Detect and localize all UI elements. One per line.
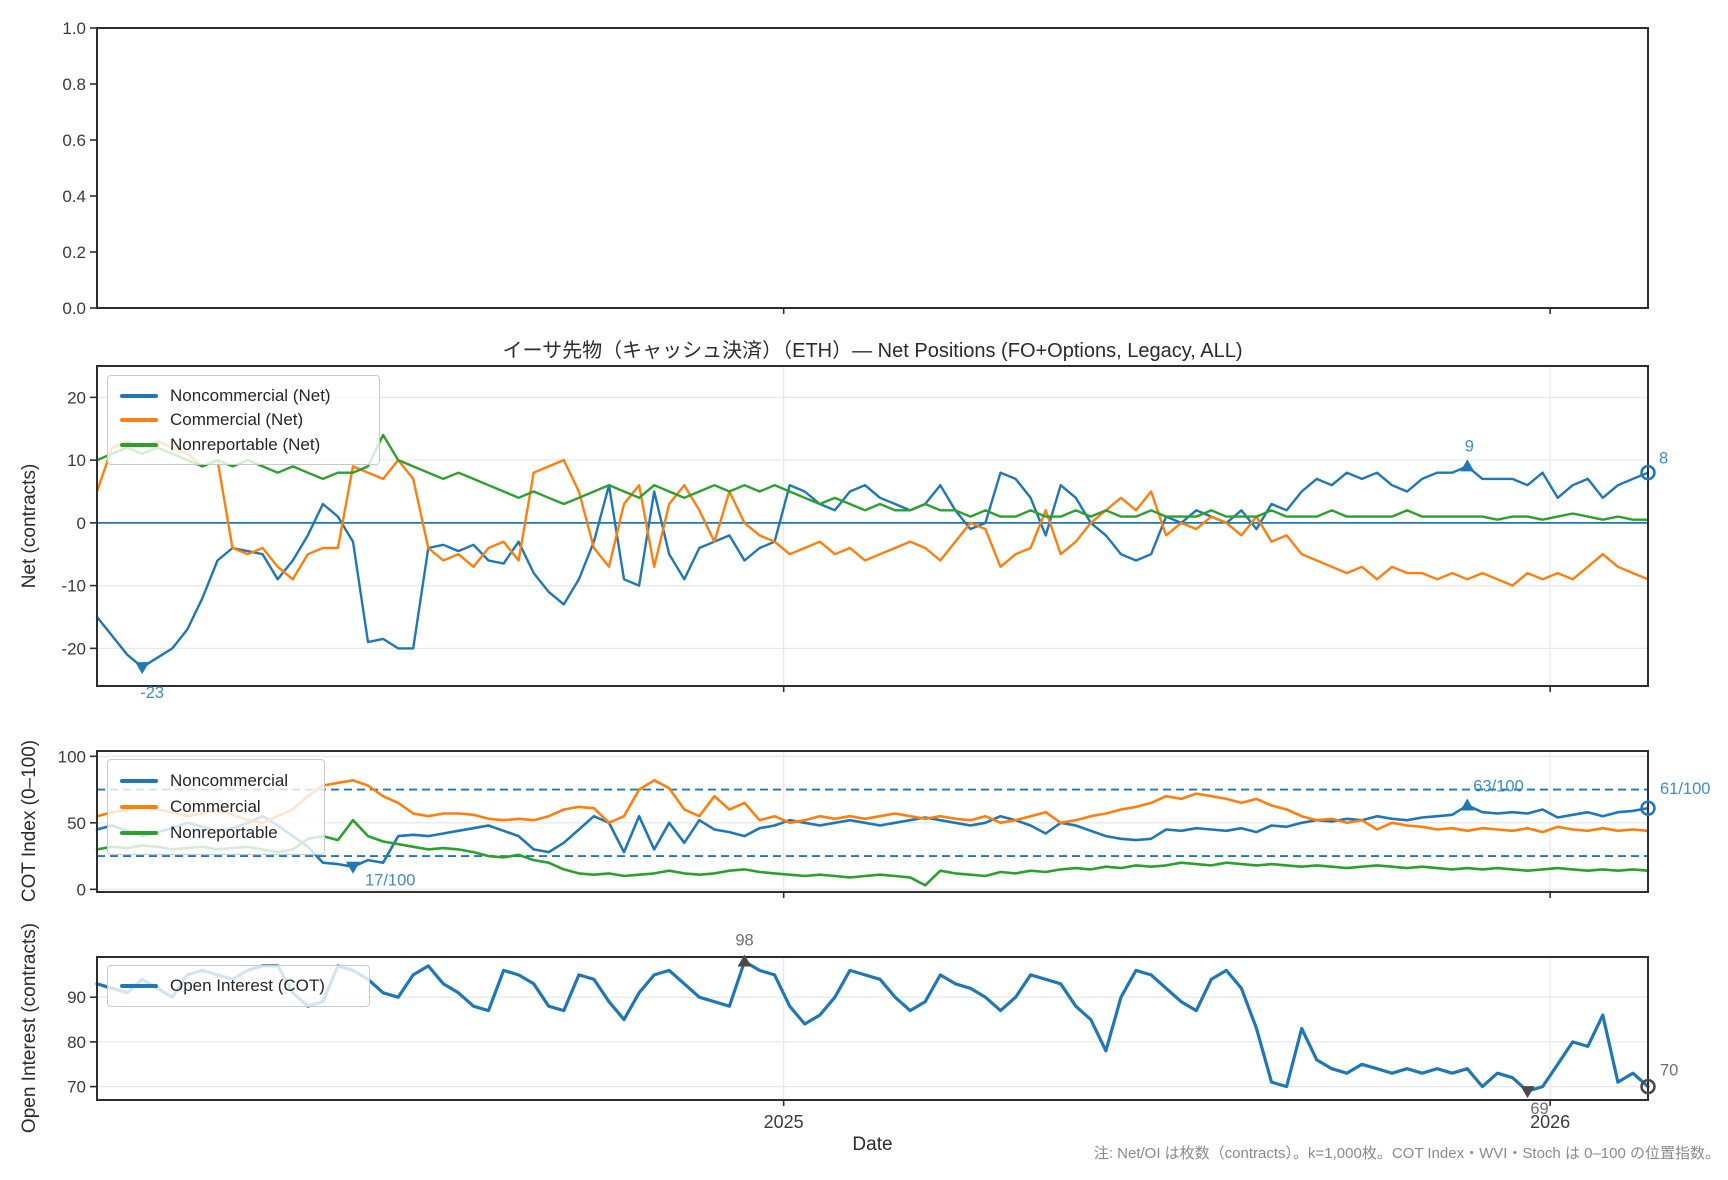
y-tick-label: -10 <box>61 577 86 596</box>
annotation-text-63-100: 63/100 <box>1473 778 1523 796</box>
ylabel-net-contracts: Net (contracts) <box>19 463 40 589</box>
y-tick-label: 0.6 <box>62 131 86 150</box>
annotation-marker-23 <box>135 662 150 675</box>
legend-item-noncommercial: Noncommercial <box>120 771 312 791</box>
series-line-commercial-net <box>95 440 1650 587</box>
annotation-text-98: 98 <box>735 931 753 949</box>
y-tick-label: 1.0 <box>62 19 86 38</box>
series-line-noncommercial <box>95 804 1650 869</box>
series-line-noncommercial-net <box>95 465 1650 669</box>
legend-line-swatch <box>120 805 158 809</box>
annotation-text-61-100: 61/100 <box>1660 780 1710 798</box>
legend-label: Nonreportable (Net) <box>170 434 321 454</box>
legend-net-positions: Noncommercial (Net) Commercial (Net) Nonre… <box>107 375 380 465</box>
annotation-text-69: 69 <box>1530 1100 1548 1118</box>
annotation-marker-17-100 <box>345 861 360 874</box>
y-tick-label: 0.4 <box>62 187 86 206</box>
axes-frame <box>96 956 1649 1101</box>
legend-item-open-interest-cot: Open Interest (COT) <box>120 976 357 996</box>
axes-frame <box>96 27 1649 309</box>
legend-item-commercial: Commercial <box>120 797 312 817</box>
y-tick-label: 0.0 <box>62 299 86 318</box>
annotation-text-70: 70 <box>1660 1062 1678 1080</box>
y-tick-label: -20 <box>61 639 86 658</box>
y-tick-label: 0.2 <box>62 243 86 262</box>
annotation-text-9: 9 <box>1465 437 1474 455</box>
annotation-marker-8 <box>1640 464 1656 481</box>
annotation-marker-63-100 <box>1460 798 1475 811</box>
annotation-text-17-100: 17/100 <box>365 872 415 890</box>
ylabel-open-interest: Open Interest (contracts) <box>19 922 40 1134</box>
plot-empty-axes: 1.0 0.8 0.6 0.4 0.2 0.0 <box>62 19 1649 318</box>
y-tick-label: 50 <box>67 814 86 833</box>
series-line-commercial <box>95 778 1650 834</box>
y-tick-label: 100 <box>58 747 86 766</box>
plot-cot-index: 100 50 0 17/100 63/100 61/100 <box>58 747 1711 899</box>
series-line-nonreportable <box>95 818 1650 887</box>
annotation-text-8: 8 <box>1659 450 1668 468</box>
legend-open-interest: Open Interest (COT) <box>107 965 370 1007</box>
footnote-units: 注: Net/OI は枚数（contracts）。k=1,000枚。COT In… <box>1093 1145 1720 1162</box>
legend-label: Nonreportable <box>170 823 278 842</box>
annotation-marker-69 <box>1520 1086 1535 1099</box>
legend-line-swatch <box>120 393 158 398</box>
y-tick-label: 20 <box>67 388 86 407</box>
legend-item-noncommercial-net: Noncommercial (Net) <box>120 386 367 406</box>
axes-frame <box>96 750 1649 893</box>
y-tick-label: 90 <box>67 988 86 1007</box>
y-tick-label: 80 <box>67 1033 86 1052</box>
axes-frame <box>96 365 1649 687</box>
xlabel-date: Date <box>852 1134 893 1155</box>
annotation-marker-70 <box>1640 1078 1656 1095</box>
series-line-nonreportable-net <box>95 433 1650 521</box>
plot-net-positions: 20 10 0 -10 -20 -23 9 8 <box>61 365 1668 702</box>
y-tick-label: 0 <box>77 880 86 899</box>
y-tick-label: 10 <box>67 451 86 470</box>
legend-line-swatch <box>120 442 158 447</box>
annotation-text-23: -23 <box>140 684 164 702</box>
annotation-marker-98 <box>737 954 752 967</box>
legend-label: Commercial (Net) <box>170 410 304 429</box>
x-tick-label-2026: 2026 <box>1530 1112 1570 1132</box>
y-tick-label: 0 <box>77 514 86 533</box>
legend-label: Commercial <box>170 797 261 816</box>
y-tick-label: 0.8 <box>62 75 86 94</box>
y-tick-label: 70 <box>67 1078 86 1097</box>
annotation-marker-9 <box>1460 459 1475 472</box>
legend-item-nonreportable-net: Nonreportable (Net) <box>120 435 367 455</box>
legend-label: Noncommercial (Net) <box>170 385 331 405</box>
legend-line-swatch <box>120 984 158 988</box>
legend-line-swatch <box>120 779 158 783</box>
chart-title: イーサ先物（キャッシュ決済）（ETH）— Net Positions (FO+O… <box>502 340 1243 362</box>
legend-label: Noncommercial <box>170 771 289 790</box>
legend-item-commercial-net: Commercial (Net) <box>120 410 367 430</box>
legend-cot-index: Noncommercial Commercial Nonreportable <box>107 759 325 855</box>
plot-open-interest: 90 80 70 98 69 70 <box>67 931 1678 1118</box>
legend-line-swatch <box>120 831 158 835</box>
legend-line-swatch <box>120 418 158 422</box>
x-tick-label-2025: 2025 <box>764 1112 804 1132</box>
legend-label: Open Interest (COT) <box>170 976 325 995</box>
legend-item-nonreportable: Nonreportable <box>120 823 312 843</box>
annotation-marker-61-100 <box>1640 800 1656 816</box>
